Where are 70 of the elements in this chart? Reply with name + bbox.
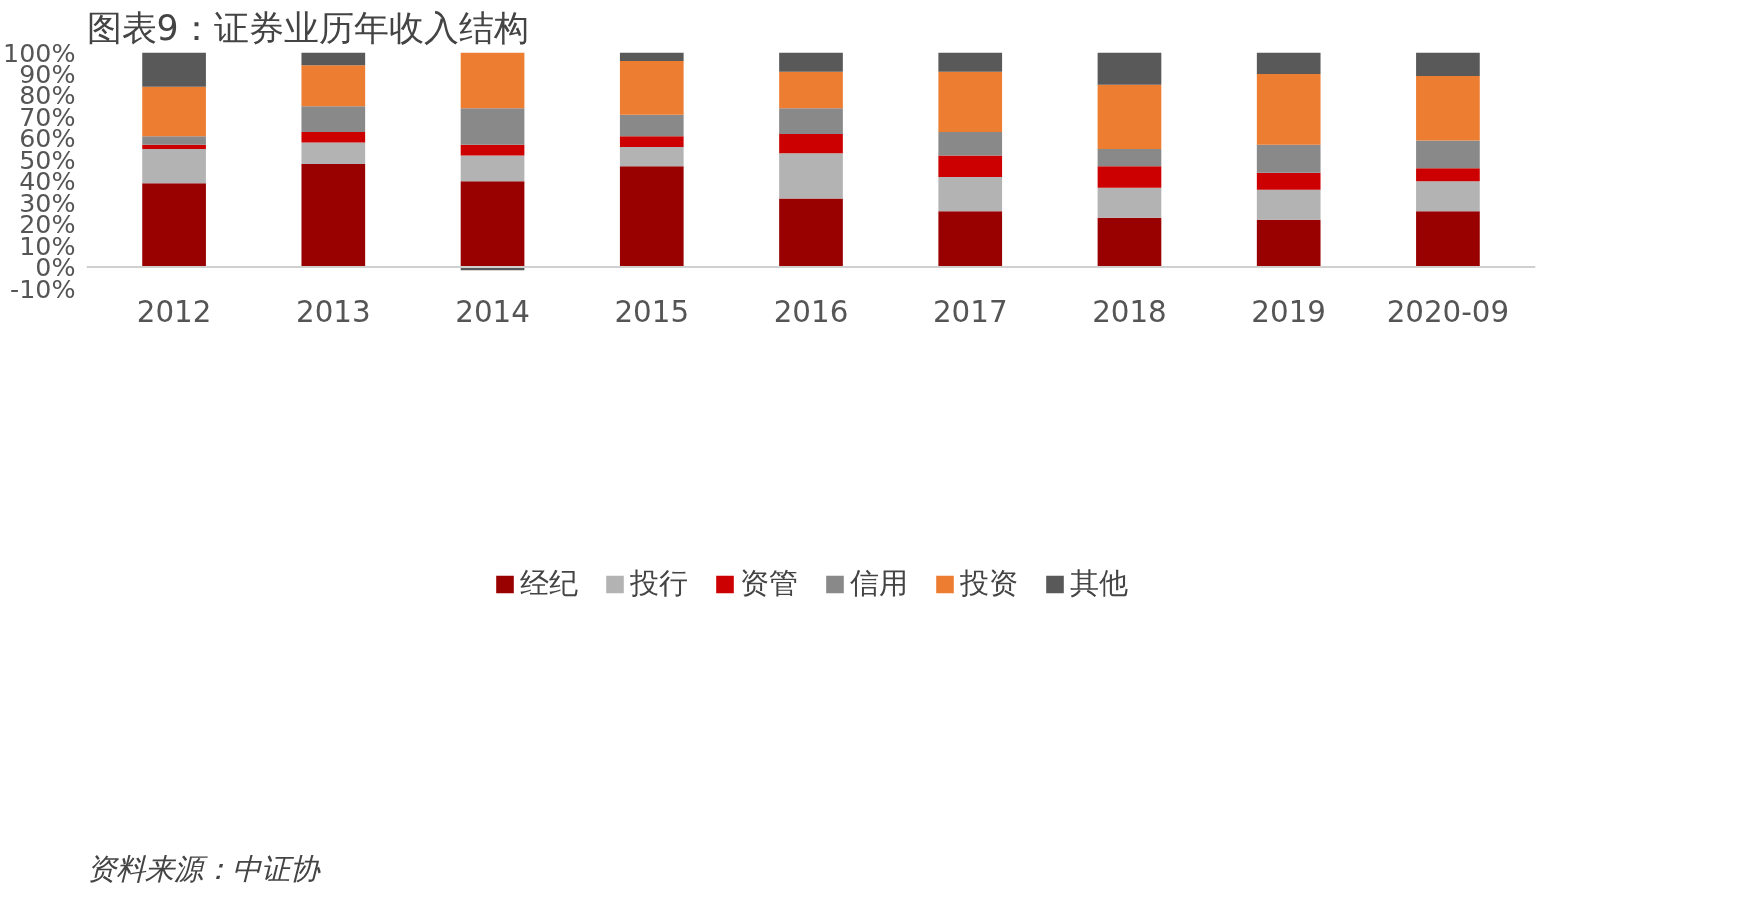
bar: [619, 52, 684, 62]
bar: [301, 131, 366, 143]
bar: [938, 211, 1003, 268]
x-tick-label: 2018: [1092, 294, 1167, 329]
bar: [779, 198, 843, 268]
x-tick-label: 2017: [932, 294, 1008, 329]
bar: [619, 136, 684, 147]
bar: [938, 52, 1003, 72]
bar: [779, 71, 843, 109]
bar: [938, 176, 1003, 212]
bar: [938, 71, 1003, 132]
bar: [1416, 181, 1480, 212]
x-tick-label: 2015: [614, 294, 690, 329]
bar: [1416, 211, 1480, 268]
bar: [1256, 73, 1321, 145]
bar: [619, 146, 684, 167]
bar: [1256, 189, 1321, 220]
legend-label: 其他: [1070, 565, 1128, 602]
x-tick-label: 2014: [455, 294, 530, 329]
x-tick-label: 2013: [295, 294, 371, 329]
bar: [938, 131, 1003, 156]
bar: [301, 142, 366, 165]
x-tick-label: 2012: [136, 294, 212, 329]
bar: [1256, 172, 1321, 190]
bar: [301, 164, 366, 268]
bar: [619, 166, 684, 268]
legend-label: 投资: [960, 565, 1018, 602]
bar: [301, 52, 366, 66]
bar: [1097, 166, 1162, 188]
bar: [142, 183, 206, 268]
bar: [142, 149, 206, 184]
bar: [1416, 168, 1480, 182]
bar: [1097, 217, 1162, 268]
bar: [460, 108, 525, 145]
legend-label: 资管: [740, 565, 798, 602]
bar: [619, 114, 684, 137]
x-tick-label: 2020-09: [1386, 294, 1510, 329]
bar: [619, 61, 684, 115]
bar: [1256, 52, 1321, 74]
bar: [301, 106, 366, 132]
bar: [779, 153, 843, 199]
bar: [779, 52, 843, 72]
bar: [1416, 140, 1480, 169]
bar: [301, 65, 366, 107]
legend-label: 经纪: [520, 565, 578, 602]
bar: [1097, 84, 1162, 150]
bar: [1097, 149, 1162, 167]
bar: [460, 52, 525, 109]
legend-label: 信用: [850, 565, 908, 602]
bar: [938, 155, 1003, 177]
bar: [460, 144, 525, 156]
chart-title: 图表9：证券业历年收入结构: [86, 7, 529, 48]
x-tick-label: 2016: [773, 294, 849, 329]
bar: [1097, 187, 1162, 218]
bar: [1256, 219, 1321, 268]
bar: [460, 155, 525, 182]
bar: [1416, 76, 1480, 141]
bar: [460, 181, 525, 268]
x-tick-label: 2019: [1251, 294, 1327, 329]
bar: [1256, 144, 1321, 173]
bar: [142, 136, 206, 145]
text: 资料来源：中证协: [86, 851, 321, 886]
bar: [1416, 52, 1480, 77]
bar: [142, 52, 206, 87]
bar: [779, 134, 843, 154]
bar: [1097, 52, 1162, 85]
bar: [779, 108, 843, 135]
bar: [142, 144, 206, 150]
bar: [142, 86, 206, 137]
legend-label: 投行: [630, 565, 688, 602]
